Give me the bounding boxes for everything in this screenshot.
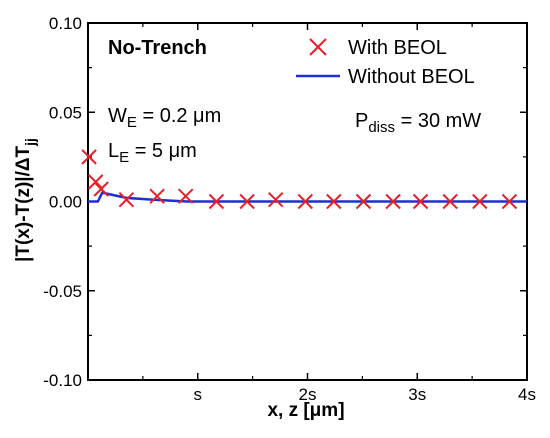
annotation-le-subscript: E <box>119 149 129 166</box>
y-tick-label: 0.05 <box>49 103 82 122</box>
x-tick-label: s <box>194 385 203 404</box>
data-point-stroke <box>267 192 284 208</box>
data-point-stroke <box>81 149 97 165</box>
data-point-with-beol <box>385 193 401 210</box>
chart-title: No-Trench <box>108 37 207 59</box>
x-tick-label: 2s <box>299 385 317 404</box>
data-point-with-beol <box>442 193 458 210</box>
data-point-with-beol <box>239 193 255 210</box>
data-point-with-beol <box>208 193 225 210</box>
annotation-le-symbol: L <box>108 140 119 162</box>
legend-x-stroke <box>309 38 327 56</box>
series-line-without-beol <box>88 191 527 203</box>
data-point-stroke <box>412 193 429 210</box>
legend: With BEOL Without BEOL <box>296 37 475 88</box>
annotation-emitter-length: LE = 5 μm <box>108 140 197 166</box>
data-point-stroke <box>239 193 255 210</box>
data-point-stroke <box>93 181 109 197</box>
data-point-with-beol <box>412 193 429 210</box>
annotation-pdiss-value: = 30 mW <box>395 110 481 132</box>
data-point-stroke <box>442 193 458 210</box>
data-point-stroke <box>326 193 342 210</box>
annotation-we-subscript: E <box>127 114 137 131</box>
data-point-with-beol <box>472 193 488 210</box>
data-point-with-beol <box>501 193 518 210</box>
plot-series <box>81 149 527 210</box>
x-axis-label: x, z [μm] <box>267 400 344 421</box>
data-point-stroke <box>385 193 401 210</box>
data-point-stroke <box>149 188 165 204</box>
data-point-with-beol <box>87 174 104 190</box>
data-point-with-beol <box>267 192 284 208</box>
data-point-stroke <box>208 193 225 210</box>
annotation-power-dissipation: Pdiss = 30 mW <box>355 110 481 136</box>
data-point-with-beol <box>81 149 97 165</box>
legend-label-without-beol: Without BEOL <box>348 66 475 88</box>
y-tick-label: -0.05 <box>43 282 82 301</box>
annotation-pdiss-subscript: diss <box>368 119 395 136</box>
data-point-stroke <box>472 193 488 210</box>
data-point-with-beol <box>118 192 135 208</box>
data-point-stroke <box>177 188 194 204</box>
data-point-stroke <box>501 193 518 210</box>
data-point-with-beol <box>355 193 372 210</box>
data-point-with-beol <box>149 188 165 204</box>
annotation-le-value: = 5 μm <box>129 140 197 162</box>
y-axis-label-subscript: jj <box>22 138 38 147</box>
y-axis-label: |T(x)-T(z)|/ΔTjj <box>13 138 38 262</box>
data-point-with-beol <box>326 193 342 210</box>
data-point-stroke <box>297 193 314 210</box>
x-tick-label: 3s <box>408 385 426 404</box>
data-point-stroke <box>355 193 372 210</box>
legend-marker-with-beol <box>309 38 327 56</box>
annotation-we-symbol: W <box>108 105 127 127</box>
data-point-with-beol <box>177 188 194 204</box>
annotation-we-value: = 0.2 μm <box>137 105 221 127</box>
y-tick-label: 0.00 <box>49 193 82 212</box>
axis-ticks: -0.10 -0.05 0.00 0.05 0.10 s 2s 3s 4s <box>43 14 536 404</box>
data-point-stroke <box>87 174 104 190</box>
data-point-with-beol <box>297 193 314 210</box>
y-tick-label: -0.10 <box>43 371 82 390</box>
data-point-stroke <box>118 192 135 208</box>
x-tick-label: 4s <box>518 385 536 404</box>
data-point-with-beol <box>93 181 109 197</box>
y-axis-label-main: |T(x)-T(z)|/ΔT <box>13 145 34 261</box>
legend-label-with-beol: With BEOL <box>348 37 447 59</box>
annotation-emitter-width: WE = 0.2 μm <box>108 105 221 131</box>
y-tick-label: 0.10 <box>49 14 82 33</box>
annotation-pdiss-symbol: P <box>355 110 368 132</box>
